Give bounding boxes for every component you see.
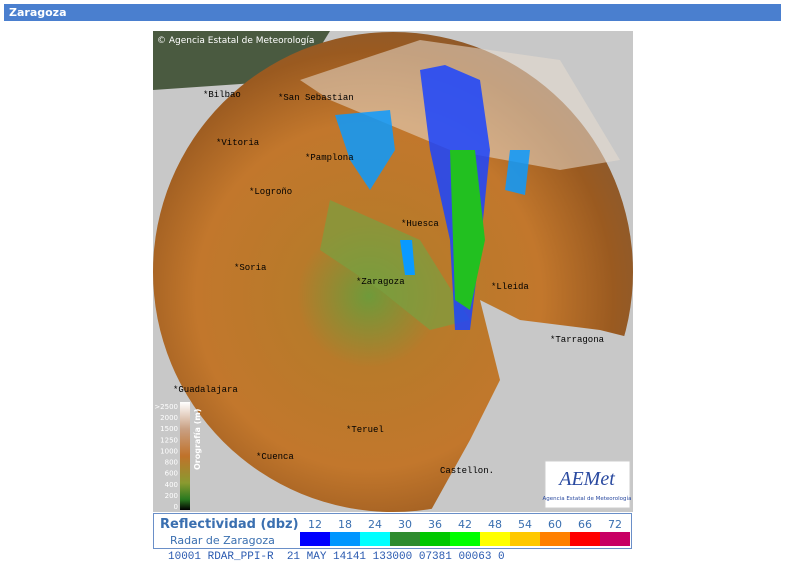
- legend-title: Reflectividad (dbz): [160, 517, 299, 532]
- scale-label: 42: [458, 518, 472, 531]
- orography-label: 1250: [160, 436, 178, 444]
- city: Castellon.: [440, 466, 494, 476]
- scale-swatch: [300, 532, 330, 546]
- city: *Vitoria: [216, 138, 260, 148]
- orography-label: 800: [165, 459, 178, 467]
- orography-label: 2000: [160, 414, 178, 422]
- header-title: Zaragoza: [9, 6, 67, 19]
- scale-swatch: [570, 532, 600, 546]
- city: *Guadalajara: [173, 385, 238, 395]
- scale-label: 18: [338, 518, 352, 531]
- city-labels: *Bilbao *San Sebastian *Vitoria *Pamplon…: [173, 90, 605, 476]
- radar-map: [153, 31, 633, 512]
- scale-label: 24: [368, 518, 382, 531]
- header-bar: [4, 4, 781, 21]
- scale-label: 30: [398, 518, 412, 531]
- orography-title: Orografía (m): [193, 409, 202, 470]
- orography-legend: Orografía (m) >2500200015001250100080060…: [154, 402, 202, 511]
- orography-label: 1500: [160, 425, 178, 433]
- scale-label: 36: [428, 518, 442, 531]
- city: *Soria: [234, 263, 267, 273]
- orography-label: 200: [165, 492, 178, 500]
- city: *Teruel: [346, 425, 384, 435]
- orography-label: 0: [174, 503, 178, 511]
- orography-label: 600: [165, 470, 178, 478]
- scale-label: 54: [518, 518, 532, 531]
- logo-box: [544, 460, 631, 509]
- orography-label: 1000: [160, 447, 178, 455]
- city: *Zaragoza: [356, 277, 405, 287]
- scale-swatch: [330, 532, 360, 546]
- footer-bar: [153, 549, 632, 561]
- logo-name: AEMet: [557, 468, 615, 490]
- scale-label: 66: [578, 518, 592, 531]
- scale-swatch: [390, 532, 420, 546]
- scale-swatch: [450, 532, 480, 546]
- city: *Bilbao: [203, 90, 241, 100]
- footer-text: 10001 RDAR_PPI-R 21 MAY 14141 133000 073…: [168, 551, 505, 563]
- scale-label: 48: [488, 518, 502, 531]
- scale-swatch: [600, 532, 630, 546]
- map-credit: © Agencia Estatal de Meteorología: [157, 36, 314, 46]
- city: *Lleida: [491, 282, 529, 292]
- scale-swatch: [540, 532, 570, 546]
- city: *Cuenca: [256, 452, 294, 462]
- city: *Huesca: [401, 219, 439, 229]
- scale-swatch: [480, 532, 510, 546]
- city: *San Sebastian: [278, 93, 354, 103]
- scale-label: 12: [308, 518, 322, 531]
- reflectivity-scale: 12 18 24 30 36 42 48 54 60 66 72: [300, 518, 630, 546]
- scale-label: 60: [548, 518, 562, 531]
- city: *Pamplona: [305, 153, 354, 163]
- scale-swatch: [420, 532, 450, 546]
- credit-text: Agencia Estatal de Meteorología: [169, 36, 315, 46]
- city: *Tarragona: [550, 335, 605, 345]
- orography-label: 400: [165, 481, 178, 489]
- legend-subtitle: Radar de Zaragoza: [170, 534, 275, 547]
- city: *Logroño: [249, 187, 292, 197]
- scale-swatch: [510, 532, 540, 546]
- orography-label: >2500: [154, 403, 178, 411]
- logo-subtitle: Agencia Estatal de Meteorología: [543, 495, 632, 502]
- scale-label: 72: [608, 518, 622, 531]
- scale-swatch: [360, 532, 390, 546]
